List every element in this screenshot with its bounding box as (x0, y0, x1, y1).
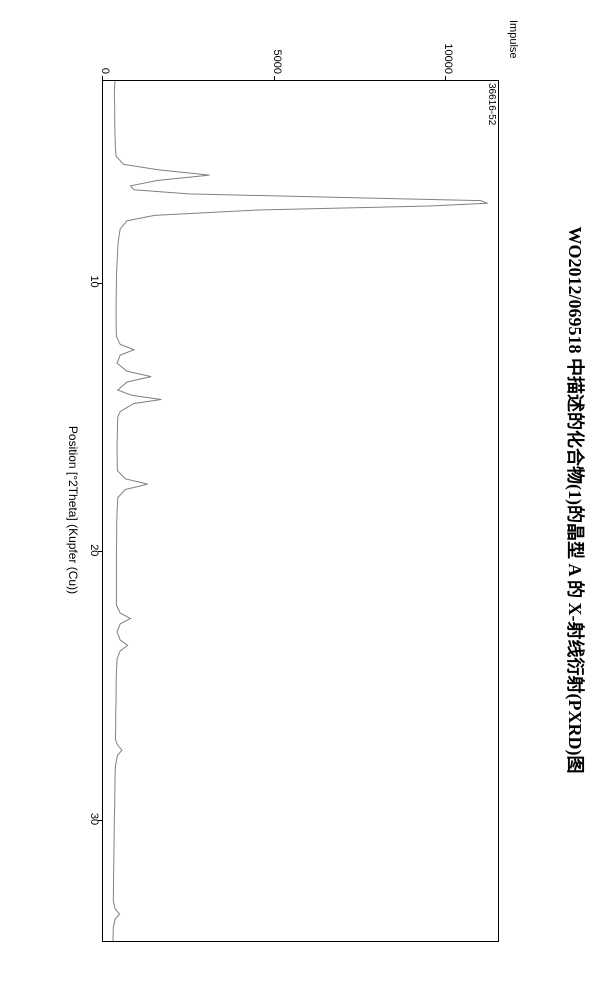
plot-area (102, 80, 499, 942)
y-axis-label: Impulse (507, 20, 519, 59)
y-tick-mark (445, 76, 446, 81)
y-tick-mark (102, 76, 103, 81)
y-tick-label: 0 (99, 14, 111, 74)
y-tick-label: 5000 (271, 14, 283, 74)
x-axis-label: Position [°2Theta] (Kupfer (Cu)) (66, 80, 80, 940)
chart-title: WO2012/069518 中描述的化合物(1)的晶型 A 的 X-射线衍射(P… (563, 0, 589, 1000)
y-tick-label: 10000 (442, 14, 454, 74)
pxrd-trace (103, 81, 498, 941)
x-tick-label: 30 (88, 813, 100, 825)
sample-id-label: 36616-52 (486, 83, 497, 125)
x-tick-label: 10 (88, 275, 100, 287)
x-tick-label: 20 (88, 544, 100, 556)
y-tick-mark (274, 76, 275, 81)
